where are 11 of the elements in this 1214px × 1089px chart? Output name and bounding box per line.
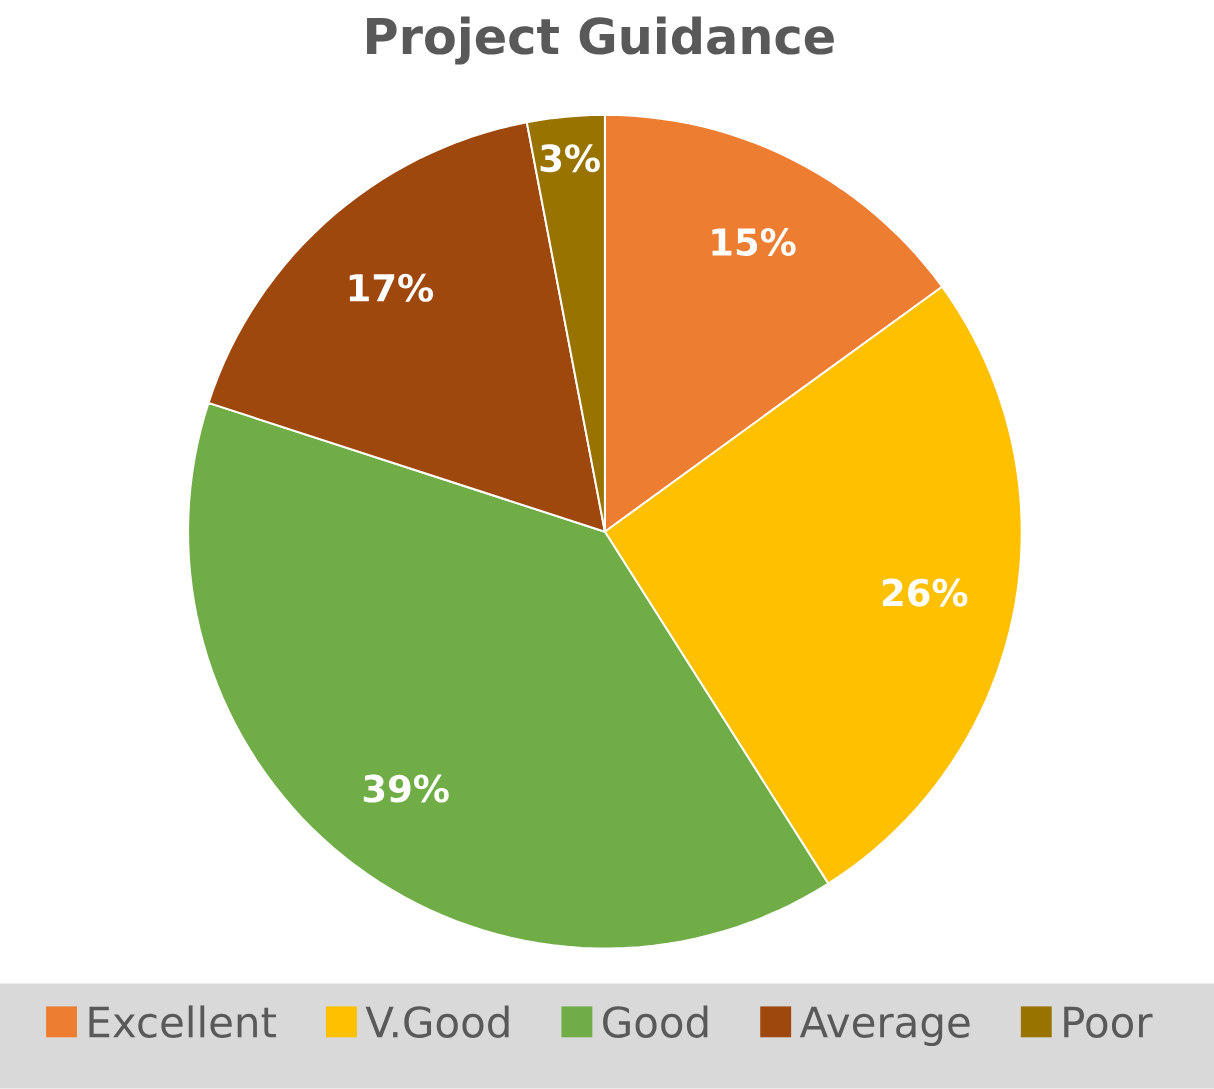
- data-label: 3%: [540, 144, 600, 173]
- data-label: 15%: [712, 228, 796, 257]
- legend-label: Excellent: [89, 1005, 276, 1038]
- chart-title: Project Guidance: [367, 16, 834, 65]
- legend-label: Good: [603, 1005, 708, 1038]
- legend-label: V.Good: [365, 1005, 509, 1038]
- data-label: 39%: [363, 774, 449, 803]
- legend-label: Average: [799, 1006, 970, 1047]
- data-label: 26%: [882, 578, 968, 607]
- data-label: 17%: [349, 273, 434, 302]
- legend-label: Poor: [1064, 1006, 1153, 1038]
